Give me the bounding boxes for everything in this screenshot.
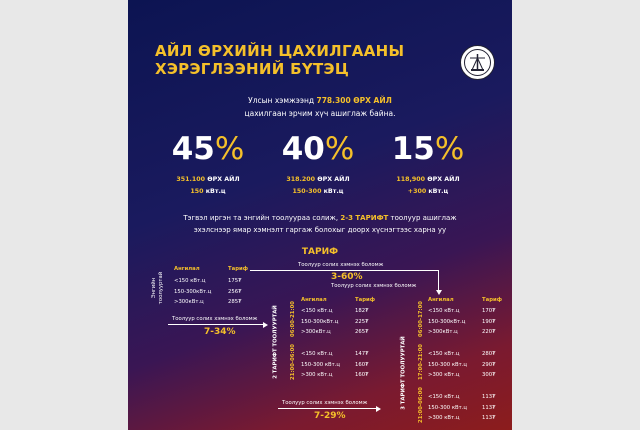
category-cell: >300 кВт.ц (301, 372, 333, 379)
category-cell: 150-300 кВт.ц (428, 361, 468, 368)
connector-line-bottom (278, 408, 376, 410)
stat-percent: 45% (153, 131, 263, 167)
column-header-tariff: Тариф (482, 297, 502, 303)
category-cell: <150 кВт.ц (301, 351, 333, 357)
stat-value: 40 (281, 131, 325, 167)
saving-bottom-value: 7-29% (314, 411, 346, 421)
column-header-tariff: Тариф (355, 297, 375, 303)
regulatory-commission-logo (460, 45, 495, 80)
saving-label-left: Тоолуур солих хэмнэх боломж (172, 316, 258, 322)
label-line2: тоолууртай (158, 271, 164, 305)
households-count: 351.100 (176, 176, 206, 183)
category-cell: >300 кВт.ц (428, 372, 460, 379)
paragraph-line2: эхэлснээр ямар хэмнэлт гаргаж болохыг до… (193, 226, 447, 234)
stat-usage: 150-300 кВт.ц (263, 188, 373, 195)
usage-unit: кВт.ц (321, 188, 344, 195)
time-range-label: 21:00-06:00 (290, 344, 296, 380)
stat-households: 118,900 ӨРХ АЙЛ (373, 176, 483, 183)
column-header-category: Ангилал (174, 266, 200, 272)
tariff-cell: 113₮ (482, 415, 496, 422)
tariff-cell: 170₮ (482, 308, 496, 314)
stat-value: 15 (391, 131, 435, 167)
tariff-title: ТАРИФ (301, 247, 339, 257)
arrow-right-icon (263, 322, 268, 328)
stat-households: 351.100 ӨРХ АЙЛ (153, 176, 263, 183)
simple-meter-label: Энгийн тоолууртай (151, 258, 165, 318)
column-header-tariff: Тариф (228, 266, 248, 272)
page-title: АЙЛ ӨРХИЙН ЦАХИЛГААНЫ ХЭРЭГЛЭЭНИЙ БҮТЭЦ (155, 42, 405, 78)
two-tariff-label: 2 ТАРИФТ ТООЛУУРТАЙ (272, 305, 279, 379)
intro-line1: Улсын хэмжээнд 778.300 ӨРХ АЙЛ (248, 96, 392, 105)
category-cell: <150 кВт.ц (301, 308, 333, 314)
category-cell: >300кВт.ц (301, 329, 331, 336)
usage-unit: кВт.ц (203, 188, 226, 195)
stat-percent: 40% (263, 131, 373, 167)
category-cell: 150-300 кВт.ц (428, 404, 468, 411)
infographic-panel (128, 0, 512, 430)
saving-label-top2: Тоолуур солих хэмнэх боломж (331, 283, 417, 289)
category-cell: <150 кВт.ц (428, 394, 460, 400)
three-tariff-label: 3 ТАРИФТ ТООЛУУРТАЙ (400, 336, 407, 410)
label-line1: Энгийн (151, 277, 157, 299)
saving-label-top: Тоолуур солих хэмнэх боломж (298, 262, 384, 268)
households-label: ӨРХ АЙЛ (205, 176, 240, 183)
stat-households: 318.200 ӨРХ АЙЛ (263, 176, 373, 183)
arrow-down-icon (436, 290, 442, 295)
tariff-cell: 280₮ (482, 351, 496, 357)
tariff-cell: 220₮ (482, 329, 496, 336)
tariff-cell: 190₮ (482, 318, 496, 325)
percent-sign: % (324, 131, 355, 167)
tariff-cell: 160₮ (355, 361, 369, 368)
intro-line2: цахилгаан эрчим хүч ашиглаж байна. (244, 109, 396, 118)
stat-value: 45 (171, 131, 215, 167)
time-range-label: 21:00-06:00 (418, 387, 424, 423)
category-cell: >300кВт.ц (428, 329, 458, 336)
households-count: 118,900 (396, 176, 426, 183)
connector-line-top (250, 270, 439, 272)
category-cell: <150 кВт.ц (428, 308, 460, 314)
tariff-cell: 290₮ (482, 361, 496, 368)
usage-range: +300 (407, 188, 427, 195)
category-cell: <150 кВт.ц (428, 351, 460, 357)
tariff-cell: 225₮ (355, 318, 369, 325)
tariff-cell: 285₮ (228, 299, 242, 306)
households-count: 318.200 (286, 176, 316, 183)
category-cell: <150 кВт.ц (174, 278, 206, 284)
connector-line-down (438, 270, 440, 290)
category-cell: 150-300кВт.ц (428, 318, 466, 325)
usage-range: 150-300 (292, 188, 322, 195)
tariff-cell: 113₮ (482, 404, 496, 411)
saving-top-value: 3-60% (331, 272, 363, 282)
saving-left-value: 7-34% (204, 327, 236, 337)
percent-sign: % (214, 131, 245, 167)
stat-percent: 15% (373, 131, 483, 167)
tariff-cell: 175₮ (228, 278, 242, 284)
households-label: ӨРХ АЙЛ (315, 176, 350, 183)
paragraph-line1: Тэгвэл иргэн та энгийн тоолуураа солиж, … (183, 214, 457, 222)
column-header-category: Ангилал (428, 297, 454, 303)
column-header-category: Ангилал (301, 297, 327, 303)
category-cell: 150-300кВт.ц (301, 318, 339, 325)
tariff-cell: 256₮ (228, 288, 242, 295)
tariff-cell: 182₮ (355, 308, 369, 314)
stat-usage: 150 кВт.ц (153, 188, 263, 195)
usage-unit: кВт.ц (426, 188, 449, 195)
category-cell: >300 кВт.ц (428, 415, 460, 422)
tariff-cell: 113₮ (482, 394, 496, 400)
category-cell: 150-300кВт.ц (174, 288, 212, 295)
tariff-cell: 300₮ (482, 372, 496, 379)
households-label: ӨРХ АЙЛ (425, 176, 460, 183)
percent-sign: % (434, 131, 465, 167)
category-cell: >300кВт.ц (174, 299, 204, 306)
tariff-cell: 147₮ (355, 351, 369, 357)
tariff-cell: 265₮ (355, 329, 369, 336)
saving-label-bottom: Тоолуур солих хэмнэх боломж (282, 400, 368, 406)
connector-line-left (168, 324, 263, 326)
stat-usage: +300 кВт.ц (373, 188, 483, 195)
arrow-right-icon (376, 406, 381, 412)
tariff-cell: 160₮ (355, 372, 369, 379)
usage-range: 150 (190, 188, 204, 195)
category-cell: 150-300 кВт.ц (301, 361, 341, 368)
